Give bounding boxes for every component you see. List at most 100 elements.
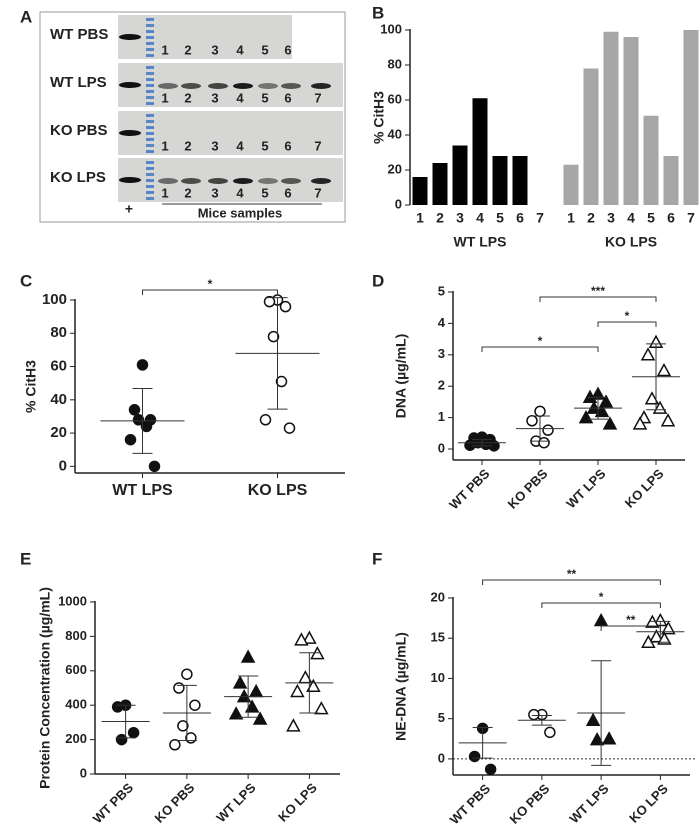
significance-label: ** [567, 567, 577, 581]
data-point [314, 701, 329, 715]
ladder-band [146, 126, 154, 129]
lane-number: 5 [261, 138, 268, 153]
bar [472, 98, 488, 205]
error-bar [115, 704, 136, 739]
error-bar [650, 620, 671, 643]
x-tick-label: WT PBS [447, 781, 494, 828]
x-tick-label: 5 [647, 210, 655, 226]
lane-number: 5 [261, 90, 268, 105]
data-point [181, 668, 193, 680]
x-tick-label: KO LPS [275, 780, 320, 825]
blot-gap [40, 63, 118, 107]
blot-band [281, 178, 301, 184]
data-point [534, 405, 546, 418]
row-label: WT PBS [50, 26, 108, 43]
error-bar [238, 675, 259, 718]
data-point [286, 718, 301, 732]
x-tick-label: KO PBS [507, 781, 553, 827]
y-tick-label: 15 [431, 630, 445, 645]
lane-number: 5 [261, 185, 268, 200]
x-tick-label: 3 [456, 210, 464, 226]
x-tick-label: WT LPS [112, 482, 173, 499]
row-label: WT LPS [50, 74, 107, 91]
significance-label: * [599, 590, 604, 604]
data-point [652, 400, 668, 414]
x-tick-label: 2 [587, 210, 595, 226]
blot-strip [118, 158, 343, 202]
blot-band [233, 83, 253, 89]
control-label: + [125, 201, 133, 217]
y-tick-label: 4 [438, 315, 446, 330]
lane-number: 3 [211, 185, 218, 200]
data-point [290, 683, 305, 698]
data-point [544, 726, 556, 739]
data-point [244, 699, 260, 713]
lane-number: 7 [314, 185, 321, 200]
panel-label: D [372, 271, 384, 290]
data-point [275, 375, 288, 388]
blot-band [158, 83, 178, 89]
y-tick-label: 10 [431, 670, 445, 685]
data-point [594, 403, 610, 418]
data-point [661, 621, 676, 635]
ladder-band [146, 18, 154, 21]
data-point [644, 391, 660, 405]
ladder-band [146, 96, 154, 99]
y-tick-label: 0 [438, 750, 445, 765]
lane-number: 3 [211, 138, 218, 153]
y-tick-label: 0 [59, 457, 67, 474]
y-tick-label: 200 [65, 731, 87, 746]
significance-label: * [538, 334, 543, 348]
bar [563, 164, 579, 205]
ladder-band [146, 167, 154, 170]
y-axis-label: % CitH3 [23, 360, 39, 413]
control-band [119, 34, 141, 40]
control-band [119, 130, 141, 136]
significance-bracket [481, 346, 599, 352]
ladder-band [146, 132, 154, 135]
y-tick-label: 0 [395, 196, 402, 211]
lane-number: 7 [314, 90, 321, 105]
ladder-band [146, 84, 154, 87]
x-tick-label: 4 [627, 210, 635, 226]
blot-gap [40, 158, 118, 202]
panel-label: C [20, 271, 32, 290]
data-point [602, 416, 618, 430]
data-point [640, 347, 656, 361]
ladder-band [146, 120, 154, 123]
error-bar [588, 396, 608, 420]
y-axis-label: % CitH3 [371, 91, 387, 144]
x-tick-label: WT PBS [446, 466, 493, 513]
x-tick-label: WT LPS [566, 781, 612, 827]
data-point [526, 414, 538, 427]
y-tick-label: 20 [431, 589, 445, 604]
data-point [240, 649, 256, 663]
ladder-band [146, 30, 154, 33]
data-point [177, 720, 189, 732]
data-point [601, 731, 617, 745]
significance-bracket [541, 602, 661, 608]
y-tick-label: 100 [380, 21, 402, 36]
data-point [228, 706, 244, 720]
ladder-band [146, 161, 154, 164]
lane-number: 2 [184, 90, 191, 105]
data-point [632, 416, 648, 430]
y-tick-label: 1 [438, 409, 445, 424]
control-band [119, 177, 141, 183]
data-point [528, 708, 540, 721]
bar [412, 177, 428, 205]
bar [683, 30, 699, 205]
data-point [115, 733, 128, 746]
y-tick-label: 5 [438, 710, 445, 725]
x-tick-label: 5 [496, 210, 504, 226]
lane-number: 3 [211, 42, 218, 57]
x-tick-label: 7 [687, 210, 695, 226]
data-point [598, 394, 614, 408]
ladder-band [146, 191, 154, 194]
error-bar [531, 714, 552, 726]
ladder-band [146, 90, 154, 93]
lane-number: 4 [236, 138, 244, 153]
blot-band [233, 178, 253, 184]
data-point [660, 413, 676, 427]
data-point [464, 439, 476, 451]
